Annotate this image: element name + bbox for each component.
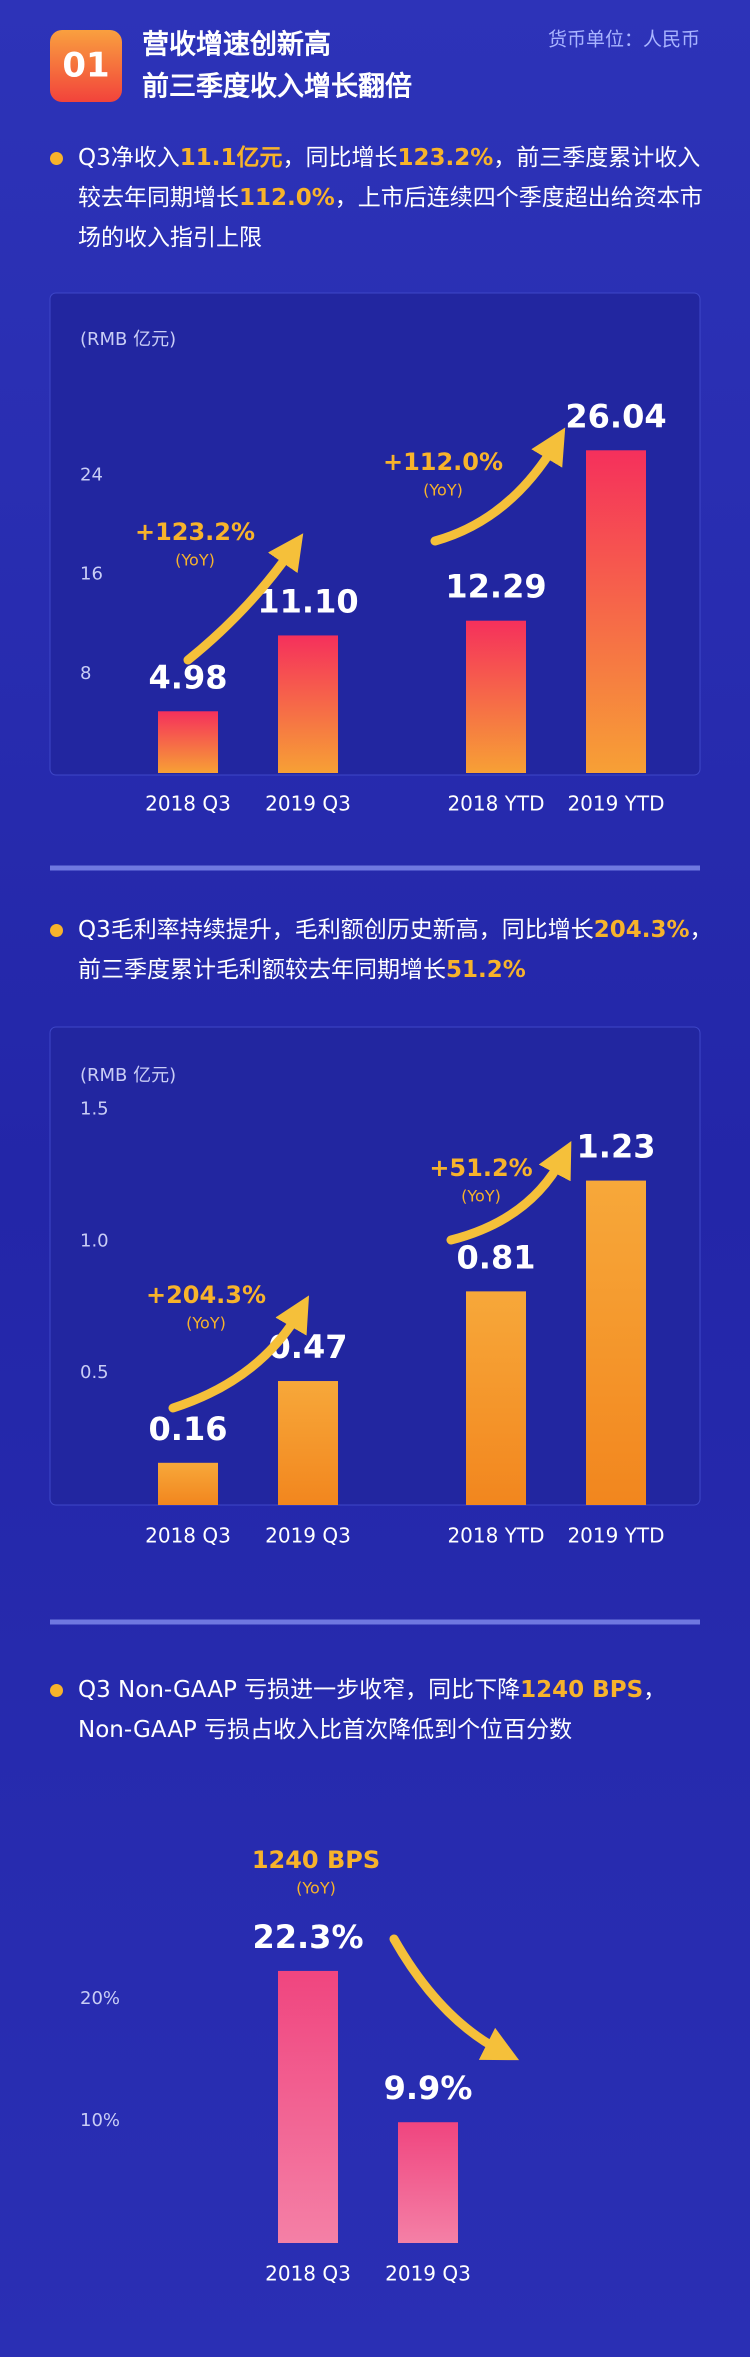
annotation-sub: (YoY)	[175, 551, 215, 570]
y-tick-label: 20%	[80, 1988, 120, 2009]
x-tick-label: 2018 YTD	[447, 792, 544, 816]
highlight-text: 123.2%	[397, 145, 494, 171]
bar	[586, 450, 646, 773]
arrow	[389, 1934, 520, 2061]
annotation-sub: (YoY)	[186, 1314, 226, 1333]
y-tick-label: 8	[80, 663, 91, 684]
bar	[158, 1462, 218, 1505]
value-label: 4.98	[149, 658, 228, 696]
bar	[466, 1291, 526, 1505]
paragraph-text: Q3 Non-GAAP 亏损进一步收窄，同比下降	[78, 1677, 521, 1703]
y-tick-label: 0.5	[80, 1362, 109, 1383]
paragraph: Q3 Non-GAAP 亏损进一步收窄，同比下降1240 BPS，Non-GAA…	[50, 1670, 718, 1750]
arrow	[430, 427, 566, 546]
currency-unit: 货币单位：人民币	[548, 29, 700, 51]
value-label: 0.16	[149, 1410, 228, 1448]
highlight-text: 11.1亿元	[179, 145, 283, 171]
paragraph-text: ，前三季度累计毛利额较去年同期增长	[78, 917, 713, 983]
bar	[158, 711, 218, 773]
annotation-sub: (YoY)	[296, 1879, 336, 1898]
annotation: +204.3%	[146, 1281, 266, 1309]
highlight-text: 112.0%	[239, 185, 335, 211]
x-tick-label: 2019 YTD	[567, 792, 664, 816]
x-tick-label: 2019 Q3	[265, 792, 351, 816]
x-tick-label: 2018 YTD	[447, 1524, 544, 1548]
bar	[278, 1970, 338, 2243]
annotation-sub: (YoY)	[461, 1187, 501, 1206]
x-tick-label: 2018 Q3	[145, 1524, 231, 1548]
highlight-text: 204.3%	[593, 917, 690, 943]
y-axis-label: (RMB 亿元)	[80, 329, 176, 350]
paragraph-text: Q3毛利率持续提升，毛利额创历史新高，同比增长	[78, 917, 594, 943]
x-tick-label: 2019 Q3	[265, 1524, 351, 1548]
bar	[278, 1381, 338, 1505]
badge-number: 01	[62, 46, 109, 86]
paragraph-text: ，前三季度累计收入较去年同期增长	[78, 145, 701, 211]
annotation: +123.2%	[135, 518, 255, 546]
x-tick-label: 2019 YTD	[567, 1524, 664, 1548]
bar	[466, 620, 526, 773]
value-label: 1.23	[577, 1128, 656, 1166]
paragraph-text: Q3净收入	[78, 145, 180, 171]
arrow	[446, 1141, 572, 1245]
chart-panel	[49, 1026, 701, 1506]
title: 前三季度收入增长翻倍	[142, 71, 412, 103]
paragraph-text: ，上市后连续四个季度超出给资本市场的收入指引上限	[78, 185, 703, 251]
title: 营收增速创新高	[142, 29, 331, 61]
y-tick-label: 24	[80, 465, 103, 486]
chart-panel	[49, 292, 701, 776]
value-label: 26.04	[565, 397, 666, 435]
value-label: 22.3%	[252, 1918, 363, 1956]
y-tick-label: 16	[80, 564, 103, 585]
paragraph-text: ，Non-GAAP 亏损占收入比首次降低到个位百分数	[78, 1677, 667, 1743]
paragraph: Q3毛利率持续提升，毛利额创历史新高，同比增长204.3%，前三季度累计毛利额较…	[50, 910, 718, 990]
annotation: 1240 BPS	[252, 1846, 380, 1874]
annotation: +112.0%	[383, 448, 503, 476]
value-label: 0.81	[457, 1238, 536, 1276]
highlight-text: 1240 BPS	[520, 1677, 644, 1703]
annotation-sub: (YoY)	[423, 481, 463, 500]
value-label: 9.9%	[384, 2069, 473, 2107]
x-tick-label: 2018 Q3	[265, 2262, 351, 2286]
highlight-text: 51.2%	[446, 957, 526, 983]
arrow	[183, 533, 304, 665]
paragraph-text: ，同比增长	[282, 145, 398, 171]
paragraph: Q3净收入11.1亿元，同比增长123.2%，前三季度累计收入较去年同期增长11…	[50, 138, 718, 258]
arrow	[168, 1295, 310, 1413]
annotation: +51.2%	[429, 1154, 532, 1182]
x-tick-label: 2018 Q3	[145, 792, 231, 816]
x-tick-label: 2019 Q3	[385, 2262, 471, 2286]
y-tick-label: 1.0	[80, 1230, 109, 1251]
bar	[278, 635, 338, 773]
badge	[50, 30, 122, 102]
bar	[398, 2122, 458, 2243]
y-axis-label: (RMB 亿元)	[80, 1065, 176, 1086]
bar	[586, 1180, 646, 1505]
y-tick-label: 10%	[80, 2110, 120, 2131]
value-label: 12.29	[445, 568, 546, 606]
y-tick-label: 1.5	[80, 1098, 109, 1119]
value-label: 11.10	[257, 582, 358, 620]
